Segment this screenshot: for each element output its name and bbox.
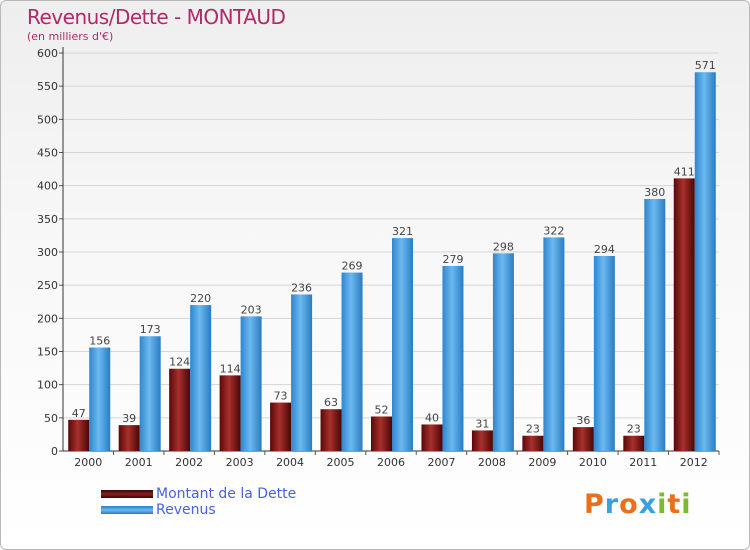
chart-subtitle: (en milliers d'€) bbox=[27, 30, 114, 43]
data-label: 321 bbox=[392, 225, 413, 238]
data-label: 40 bbox=[425, 411, 439, 424]
bar-debt bbox=[118, 425, 140, 451]
data-label: 203 bbox=[241, 303, 262, 316]
y-tick-label: 100 bbox=[37, 379, 58, 392]
x-tick-label: 2004 bbox=[276, 456, 304, 469]
y-tick-label: 500 bbox=[37, 113, 58, 126]
x-tick-label: 2008 bbox=[478, 456, 506, 469]
data-label: 322 bbox=[543, 224, 564, 237]
bar-revenue bbox=[190, 305, 212, 451]
x-tick-label: 2003 bbox=[226, 456, 254, 469]
bar-debt bbox=[219, 375, 241, 451]
y-tick-label: 250 bbox=[37, 279, 58, 292]
bar-debt bbox=[623, 435, 645, 451]
x-tick-label: 2007 bbox=[427, 456, 455, 469]
y-tick-label: 400 bbox=[37, 180, 58, 193]
bar-revenue bbox=[442, 265, 464, 451]
bar-revenue bbox=[392, 238, 413, 451]
bar-revenue bbox=[240, 316, 262, 451]
legend-label-revenue: Revenus bbox=[156, 502, 216, 518]
legend-swatch-revenue bbox=[101, 506, 153, 514]
bar-revenue bbox=[543, 237, 565, 451]
data-label: 156 bbox=[89, 335, 110, 348]
y-tick-label: 450 bbox=[37, 147, 58, 160]
y-tick-label: 200 bbox=[37, 312, 58, 325]
data-label: 380 bbox=[644, 186, 665, 199]
data-label: 411 bbox=[674, 165, 695, 178]
x-tick-label: 2005 bbox=[327, 456, 355, 469]
y-tick-label: 0 bbox=[51, 445, 58, 458]
bar-revenue bbox=[644, 198, 666, 451]
bar-debt bbox=[68, 419, 90, 451]
data-label: 36 bbox=[576, 414, 590, 427]
data-label: 269 bbox=[342, 260, 363, 273]
data-label: 23 bbox=[526, 423, 540, 436]
bar-debt bbox=[572, 427, 594, 451]
data-label: 236 bbox=[291, 281, 312, 294]
x-tick-label: 2012 bbox=[680, 456, 708, 469]
data-label: 23 bbox=[627, 423, 641, 436]
x-tick-label: 2000 bbox=[74, 456, 102, 469]
data-label: 571 bbox=[695, 59, 716, 72]
bar-revenue bbox=[89, 347, 111, 451]
data-label: 173 bbox=[140, 323, 161, 336]
legend-label-debt: Montant de la Dette bbox=[156, 486, 297, 502]
bar-revenue bbox=[341, 272, 363, 451]
x-tick-label: 2010 bbox=[579, 456, 607, 469]
y-tick-label: 350 bbox=[37, 213, 58, 226]
bar-debt bbox=[270, 402, 292, 451]
x-tick-label: 2011 bbox=[629, 456, 657, 469]
data-label: 279 bbox=[442, 253, 463, 266]
data-label: 73 bbox=[274, 390, 288, 403]
data-label: 220 bbox=[190, 292, 211, 305]
legend-swatch-debt bbox=[101, 490, 153, 498]
logo-letter: x bbox=[638, 489, 658, 520]
y-tick-label: 550 bbox=[37, 80, 58, 93]
y-tick-label: 50 bbox=[44, 412, 58, 425]
data-label: 63 bbox=[324, 396, 338, 409]
y-tick-label: 600 bbox=[37, 47, 58, 60]
bar-revenue bbox=[291, 294, 313, 451]
data-label: 47 bbox=[72, 407, 86, 420]
logo-letter: i bbox=[681, 489, 692, 520]
bar-debt bbox=[522, 435, 544, 451]
bar-debt bbox=[169, 368, 191, 451]
chart-title: Revenus/Dette - MONTAUD bbox=[27, 5, 286, 29]
data-label: 124 bbox=[169, 356, 190, 369]
logo-letter: t bbox=[667, 489, 682, 520]
bar-revenue bbox=[593, 255, 615, 451]
x-tick-label: 2009 bbox=[528, 456, 556, 469]
x-tick-label: 2002 bbox=[175, 456, 203, 469]
y-tick-label: 150 bbox=[37, 346, 58, 359]
data-label: 294 bbox=[594, 243, 615, 256]
data-label: 39 bbox=[122, 412, 136, 425]
bar-debt bbox=[421, 424, 443, 451]
proxiti-logo: Proxiti bbox=[584, 489, 692, 520]
x-tick-label: 2001 bbox=[125, 456, 153, 469]
bar-debt bbox=[673, 178, 695, 451]
bar-revenue bbox=[694, 72, 716, 451]
bar-debt bbox=[320, 409, 342, 451]
logo-letter: r bbox=[604, 489, 620, 520]
bar-revenue bbox=[139, 336, 161, 451]
logo-letter: P bbox=[584, 489, 605, 520]
bar-debt bbox=[471, 430, 493, 451]
data-label: 52 bbox=[375, 404, 389, 417]
bar-revenue bbox=[492, 253, 514, 451]
data-label: 298 bbox=[493, 240, 514, 253]
data-label: 114 bbox=[220, 362, 241, 375]
data-label: 31 bbox=[475, 417, 489, 430]
bar-debt bbox=[371, 416, 392, 451]
logo-letter: o bbox=[619, 489, 639, 520]
x-tick-label: 2006 bbox=[377, 456, 405, 469]
logo-letter: i bbox=[657, 489, 668, 520]
y-tick-label: 300 bbox=[37, 246, 58, 259]
